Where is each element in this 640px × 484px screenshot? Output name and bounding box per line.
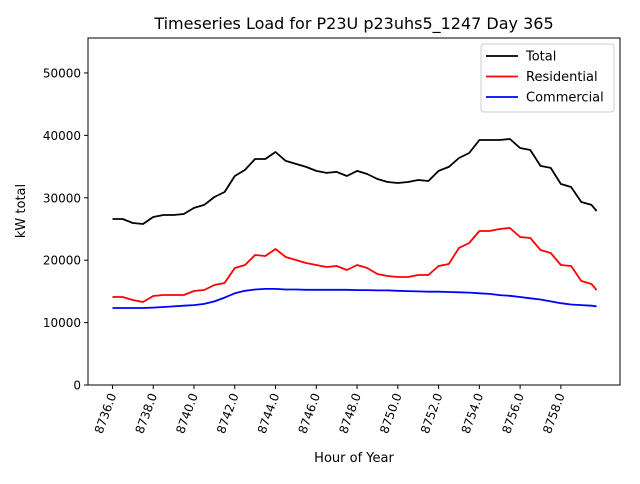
x-tick-label: 8748.0	[336, 391, 364, 435]
legend-label-total: Total	[525, 50, 556, 65]
legend: Total Residential Commercial	[480, 43, 615, 113]
y-tick-label: 20000	[43, 254, 81, 268]
x-tick-label: 8752.0	[418, 391, 446, 435]
plot-frame	[87, 37, 621, 386]
y-tick-label: 40000	[43, 129, 81, 143]
x-tick-label: 8750.0	[377, 391, 405, 435]
y-tick-label: 50000	[43, 66, 81, 80]
legend-label-commercial: Commercial	[526, 91, 604, 106]
x-tick-label: 8742.0	[214, 391, 242, 435]
x-axis-label: Hour of Year	[314, 451, 394, 466]
chart-title: Timeseries Load for P23U p23uhs5_1247 Da…	[153, 14, 553, 34]
y-axis-label: kW total	[14, 184, 29, 238]
series-line-commercial	[112, 287, 597, 309]
y-tick-label: 30000	[43, 191, 81, 205]
x-tick-label: 8738.0	[133, 391, 161, 435]
x-tick-label: 8756.0	[499, 391, 527, 435]
x-tick-label: 8744.0	[255, 391, 283, 435]
legend-label-residential: Residential	[526, 70, 598, 85]
x-tick-label: 8758.0	[540, 391, 568, 435]
x-tick-label: 8746.0	[296, 391, 324, 435]
series-line-residential	[112, 227, 598, 303]
x-tick-label: 8736.0	[92, 391, 120, 435]
x-tick-label: 8754.0	[459, 391, 487, 435]
y-tick-label: 10000	[43, 316, 81, 330]
series-line-total	[112, 138, 598, 225]
x-tick-label: 8740.0	[173, 391, 201, 435]
y-tick-label: 0	[73, 379, 81, 393]
